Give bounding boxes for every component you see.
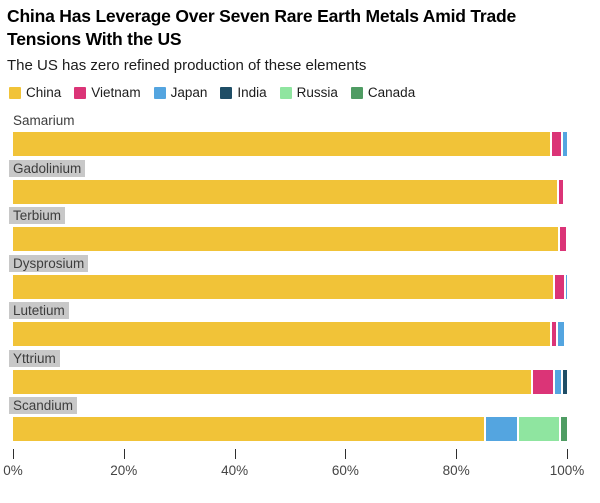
legend-item-japan: Japan	[153, 85, 208, 100]
category-label: Dysprosium	[9, 254, 89, 272]
axis-tick-mark	[123, 449, 125, 459]
bar-segment-japan	[561, 132, 567, 156]
bar-segment-china	[13, 322, 551, 346]
chart-row: Lutetium	[9, 302, 567, 350]
stacked-bar	[13, 179, 567, 204]
x-axis: 0% 20% 40% 60% 80% 100%	[3, 449, 584, 481]
axis-tick-label: 40%	[221, 463, 249, 478]
legend-label: Canada	[367, 85, 416, 100]
legend-item-india: India	[220, 85, 267, 100]
bar-segment-japan	[483, 417, 518, 441]
axis-tick-mark	[345, 449, 347, 459]
legend-swatch-icon	[279, 86, 292, 99]
axis-tick-mark	[13, 449, 14, 459]
legend-swatch-icon	[74, 86, 87, 99]
stacked-bar	[13, 417, 567, 441]
bar-segment-canada	[558, 417, 567, 441]
chart-row: Scandium	[9, 397, 567, 445]
bar-segment-china	[13, 417, 484, 441]
legend-swatch-icon	[153, 86, 166, 99]
chart-title: China Has Leverage Over Seven Rare Earth…	[7, 6, 517, 49]
bar-segment-india	[561, 369, 567, 394]
bar-segment-vietnam	[550, 132, 562, 156]
axis-tick-label: 60%	[331, 463, 359, 478]
stacked-bar	[13, 274, 567, 299]
bar-segment-vietnam	[557, 227, 566, 251]
chart-row: Terbium	[9, 207, 567, 255]
axis-tick-label: 20%	[110, 463, 138, 478]
legend-label: China	[26, 85, 62, 100]
category-label: Gadolinium	[9, 159, 86, 177]
axis-tick-label: 0%	[3, 463, 23, 478]
bar-segment-vietnam	[557, 179, 563, 204]
bar-segment-japan	[553, 369, 562, 394]
axis-tick-mark	[567, 449, 568, 459]
category-label: Terbium	[9, 207, 66, 224]
bar-segment-russia	[517, 417, 559, 441]
legend-label: Russia	[296, 85, 338, 100]
bar-segment-china	[13, 132, 551, 156]
category-label: Samarium	[13, 113, 75, 128]
legend-swatch-icon	[220, 86, 233, 99]
axis-tick-mark	[234, 449, 236, 459]
chart-subtitle: The US has zero refined production of th…	[7, 57, 367, 74]
bar-segment-japan	[555, 322, 565, 346]
stacked-bar	[13, 132, 567, 156]
bar-segment-china	[13, 274, 554, 299]
legend-label: Vietnam	[91, 85, 141, 100]
axis-tick-label: 80%	[442, 463, 470, 478]
bar-segment-vietnam	[550, 322, 556, 346]
stacked-bar	[13, 322, 567, 346]
legend-item-china: China	[9, 85, 61, 100]
legend-label: India	[237, 85, 267, 100]
legend-item-canada: Canada	[350, 85, 416, 100]
bar-segment-china	[13, 369, 531, 394]
legend-item-russia: Russia	[279, 85, 338, 100]
category-label: Lutetium	[9, 302, 69, 319]
legend: China Vietnam Japan India Russia Canada	[9, 85, 415, 100]
bar-segment-china	[13, 179, 558, 204]
legend-item-vietnam: Vietnam	[74, 85, 141, 100]
legend-label: Japan	[170, 85, 208, 100]
legend-swatch-icon	[350, 86, 363, 99]
bar-segment-vietnam	[553, 274, 565, 299]
stacked-bar	[13, 369, 567, 394]
stacked-bar	[13, 227, 567, 251]
chart-row: Dysprosium	[9, 254, 567, 303]
bar-segment-vietnam	[530, 369, 554, 394]
category-label: Scandium	[9, 397, 78, 414]
chart-row: Gadolinium	[9, 159, 567, 208]
chart-rows: Samarium Gadolinium Terbium Dysprosium Lutet…	[9, 112, 567, 445]
axis-tick-label: 100%	[549, 463, 585, 478]
legend-swatch-icon	[9, 86, 21, 99]
category-label: Yttrium	[9, 349, 60, 367]
chart-row: Yttrium	[9, 349, 567, 398]
chart-row: Samarium	[13, 112, 567, 160]
axis-tick-mark	[456, 449, 458, 459]
bar-segment-japan	[564, 274, 567, 299]
bar-segment-china	[13, 227, 558, 251]
